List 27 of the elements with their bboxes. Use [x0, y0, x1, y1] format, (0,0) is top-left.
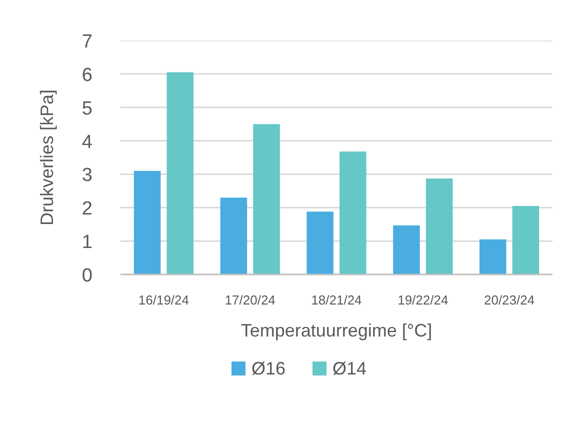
legend-label: Ø16: [252, 358, 286, 378]
bar: [306, 212, 334, 274]
y-tick-label: 0: [82, 266, 93, 286]
y-tick-label: 6: [82, 64, 93, 86]
y-tick-label: 7: [82, 32, 93, 52]
x-tick-label: 18/21/24: [311, 292, 362, 308]
y-tick-label: 1: [82, 232, 93, 254]
y-axis-title: Drukverlies [kPa]: [36, 89, 57, 226]
y-tick-label: 5: [82, 98, 93, 120]
x-tick-label: 16/19/24: [138, 292, 190, 308]
bar: [426, 178, 453, 274]
bar: [479, 239, 506, 274]
x-tick-label: 19/22/24: [398, 292, 448, 308]
bar: [134, 170, 161, 274]
bar: [166, 72, 194, 274]
bar: [220, 198, 248, 274]
bar: [253, 124, 280, 274]
bar: [340, 151, 366, 274]
x-tick-label: 20/23/24: [484, 292, 535, 308]
y-tick-label: 3: [82, 165, 93, 186]
bar: [393, 225, 420, 274]
bar: [512, 206, 540, 274]
y-tick-label: 2: [82, 198, 93, 220]
y-tick-label: 4: [82, 132, 93, 153]
x-tick-label: 17/20/24: [224, 292, 276, 308]
x-axis-title: Temperatuurregime [°C]: [240, 320, 432, 340]
legend-label: Ø14: [332, 358, 367, 378]
